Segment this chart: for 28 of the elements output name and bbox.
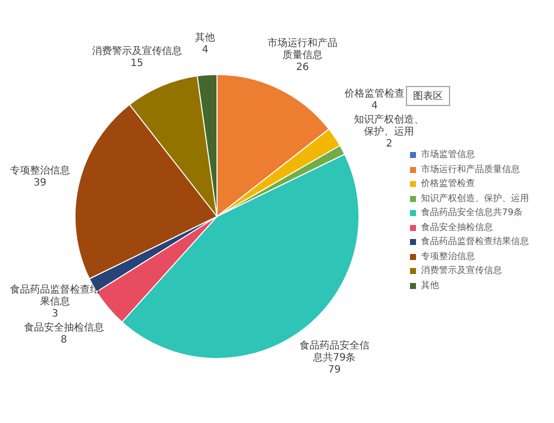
slice-label: 食品药品安全信息共79条 [299,339,370,364]
slice-label: 消费警示及宣传信息 [92,44,182,57]
data-label: 2 [386,138,392,150]
legend-label: 食品药品监督检查结果信息 [421,236,529,249]
slice-label: 食品安全抽检信息 [24,321,104,334]
data-label: 15 [130,58,144,69]
slice-label: 市场运行和产品质量信息 [267,37,338,62]
data-label: 4 [202,44,208,56]
legend-label: 消费警示及宣传信息 [421,264,502,278]
legend-label: 知识产权创造、保护、运用 [421,192,529,206]
legend-label: 食品安全抽检信息 [421,222,493,234]
legend-label: 市场监管信息 [421,148,475,162]
data-label: 8 [60,334,67,346]
slice-label: 其他 [195,32,216,44]
slice-label: 知识产权创造、保护、运用 [354,114,424,138]
data-label: 39 [34,177,46,188]
legend-label: 专项整治信息 [421,250,475,264]
data-label: 3 [52,308,58,320]
legend-label: 市场运行和产品质量信息 [421,164,520,176]
legend-label: 其他 [421,280,439,292]
data-label: 26 [296,62,309,74]
slice-label: 价格监管检查 [344,88,405,100]
text: 图表区 [406,86,450,106]
slice-label: 专项整治信息 [10,164,70,176]
data-label: 79 [328,364,341,376]
legend-label: 食品药品安全信息共79条 [421,206,522,220]
data-label: 4 [371,100,378,112]
legend-label: 价格监管检查 [421,178,475,191]
